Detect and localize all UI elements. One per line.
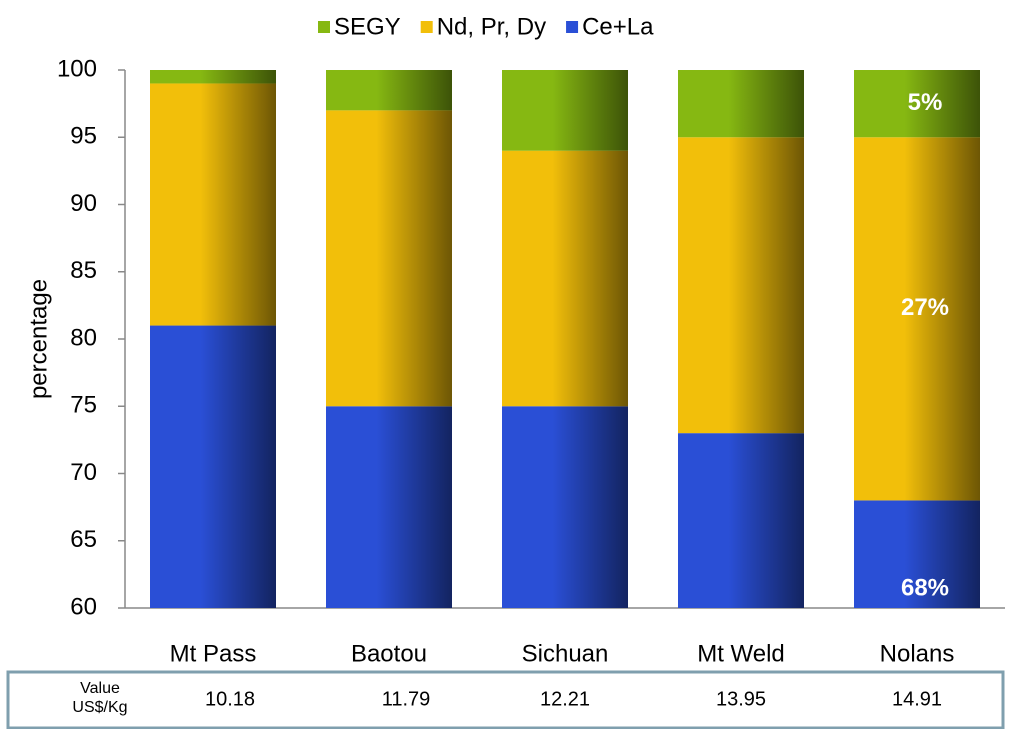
legend-label: Ce+La — [582, 13, 654, 40]
bar-shade — [150, 325, 276, 608]
bar-shade — [678, 433, 804, 608]
table-frame — [6, 670, 1005, 729]
data-label: 68% — [901, 575, 949, 602]
bar-shade — [502, 70, 628, 151]
bar-shade — [678, 137, 804, 434]
table-value: 14.91 — [892, 688, 942, 710]
legend-label: SEGY — [334, 13, 401, 40]
bar-shade — [150, 70, 276, 84]
y-tick-label: 80 — [70, 324, 97, 351]
bar-shade — [150, 83, 276, 326]
y-tick-label: 90 — [70, 190, 97, 217]
y-axis-label: percentage — [25, 279, 52, 399]
bar-shade — [502, 406, 628, 608]
table-row-label: Value — [80, 680, 120, 697]
table-value: 12.21 — [540, 688, 590, 710]
table-row-label: US$/Kg — [72, 699, 127, 716]
bar-shade — [502, 150, 628, 407]
x-tick-label: Mt Pass — [170, 640, 257, 667]
table-value: 13.95 — [716, 688, 766, 710]
y-tick-label: 70 — [70, 459, 97, 486]
x-tick-label: Mt Weld — [697, 640, 785, 667]
legend-swatch — [318, 21, 330, 33]
y-tick-label: 100 — [57, 55, 97, 82]
bar-shade — [854, 137, 980, 501]
y-tick-label: 85 — [70, 257, 97, 284]
y-tick-label: 65 — [70, 526, 97, 553]
y-tick-label: 75 — [70, 392, 97, 419]
bar-shade — [326, 110, 452, 407]
bar-shade — [678, 70, 804, 138]
table-value: 10.18 — [205, 688, 255, 710]
legend-swatch — [566, 21, 579, 33]
legend-swatch — [420, 21, 433, 33]
y-tick-label: 95 — [70, 123, 97, 150]
bar-shade — [854, 70, 980, 138]
bar-shade — [326, 406, 452, 608]
data-label: 27% — [901, 294, 949, 321]
legend-label: Nd, Pr, Dy — [437, 13, 546, 40]
x-tick-label: Sichuan — [522, 640, 609, 667]
x-tick-label: Nolans — [880, 640, 955, 667]
data-label: 5% — [908, 89, 943, 116]
bar-shade — [326, 70, 452, 111]
bar-shade — [854, 500, 980, 608]
y-tick-label: 60 — [70, 593, 97, 620]
table-value: 11.79 — [382, 688, 431, 710]
x-tick-label: Baotou — [351, 640, 427, 667]
